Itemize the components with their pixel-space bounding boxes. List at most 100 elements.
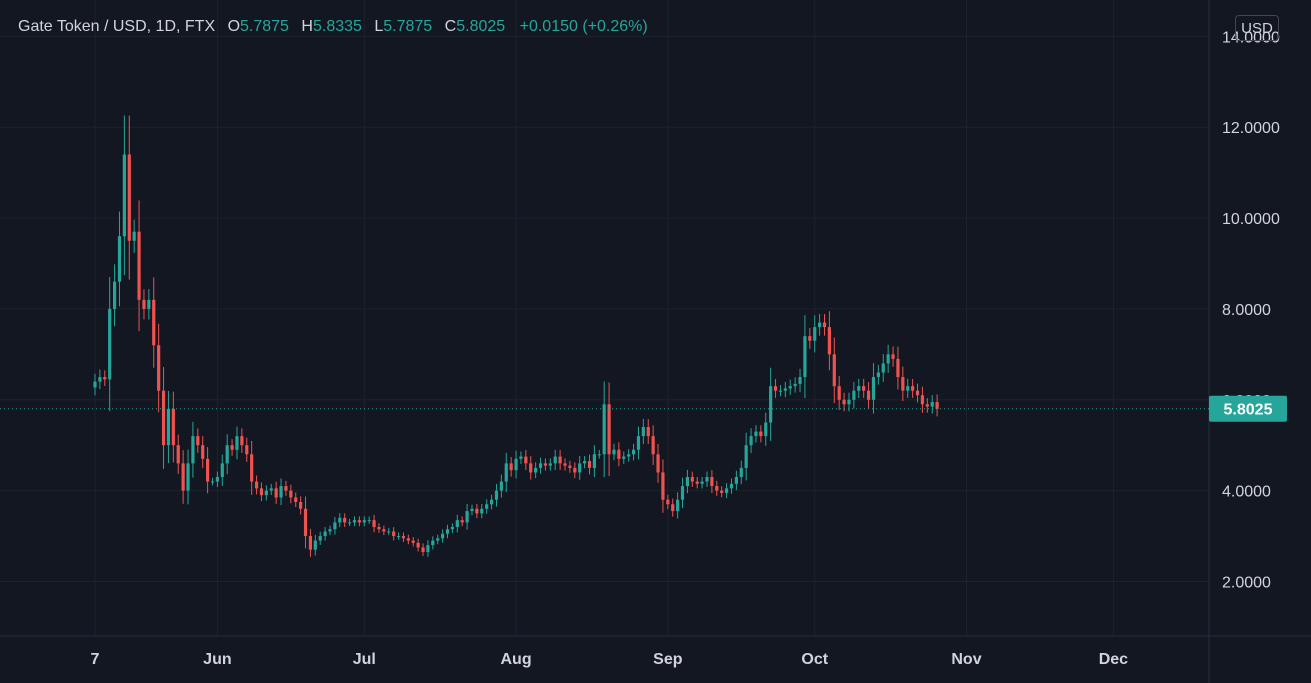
candle-body xyxy=(524,456,528,464)
candle-down xyxy=(392,527,396,541)
candle-up xyxy=(881,354,885,382)
candle-up xyxy=(852,381,856,409)
candle-body xyxy=(832,354,836,387)
candle-down xyxy=(710,470,714,493)
candle-body xyxy=(333,522,337,530)
candle-up xyxy=(769,367,773,441)
candle-up xyxy=(313,534,317,556)
candle-up xyxy=(813,315,817,353)
candle-body xyxy=(920,395,925,405)
candle-body xyxy=(450,526,455,530)
x-tick-label: Dec xyxy=(1099,651,1128,668)
candle-body xyxy=(509,463,513,471)
candle-body xyxy=(911,386,915,391)
y-tick-label: 10.0000 xyxy=(1222,211,1280,228)
candle-body xyxy=(592,454,596,468)
candle-body xyxy=(279,486,283,498)
candle-down xyxy=(274,481,278,505)
candle-up xyxy=(220,454,224,486)
candle-body xyxy=(445,529,450,534)
candle-body xyxy=(367,520,371,522)
candle-down xyxy=(230,439,234,456)
candle-body xyxy=(827,327,831,355)
candles xyxy=(93,115,939,557)
candle-body xyxy=(259,488,264,496)
candle-up xyxy=(906,378,910,398)
candle-up xyxy=(764,412,768,446)
candle-body xyxy=(284,486,288,491)
candle-up xyxy=(783,381,787,398)
candle-up xyxy=(166,390,171,464)
candle-up xyxy=(210,477,215,486)
candle-body xyxy=(871,377,876,400)
currency-button[interactable]: USD xyxy=(1235,15,1279,41)
candle-body xyxy=(235,436,239,450)
candle-body xyxy=(803,336,807,378)
high-value: 5.8335 xyxy=(312,18,362,35)
candle-up xyxy=(754,425,758,443)
candle-body xyxy=(578,463,582,473)
candle-down xyxy=(925,398,929,413)
candle-down xyxy=(284,480,288,496)
candle-body xyxy=(426,545,430,552)
candle-down xyxy=(573,462,577,479)
candle-body xyxy=(352,520,357,523)
candle-body xyxy=(661,472,665,500)
candle-body xyxy=(499,481,503,491)
candle-up xyxy=(519,451,523,464)
candle-body xyxy=(357,520,361,523)
candle-up xyxy=(465,503,469,530)
candle-body xyxy=(695,481,699,484)
candle-down xyxy=(254,475,259,495)
candle-up xyxy=(548,458,552,471)
candle-body xyxy=(925,404,929,407)
candle-up xyxy=(705,471,709,488)
candle-body xyxy=(181,463,185,491)
candle-up xyxy=(445,524,450,539)
y-tick-label: 12.0000 xyxy=(1222,120,1280,137)
candle-down xyxy=(475,504,479,519)
candle-down xyxy=(656,443,660,483)
candle-up xyxy=(627,449,631,462)
candle-down xyxy=(289,484,293,504)
candle-body xyxy=(597,454,601,456)
candle-body xyxy=(651,436,655,455)
y-tick-label: 8.0000 xyxy=(1222,302,1271,319)
candle-up xyxy=(387,527,391,536)
close-value: 5.8025 xyxy=(456,18,506,35)
candle-up xyxy=(734,470,738,491)
candle-up xyxy=(504,452,508,493)
candle-down xyxy=(671,498,675,517)
candle-up xyxy=(431,536,435,550)
candle-down xyxy=(690,471,694,487)
candle-body xyxy=(543,463,548,466)
candle-up xyxy=(480,503,484,519)
candle-body xyxy=(573,467,577,473)
candle-body xyxy=(876,372,880,378)
candle-body xyxy=(396,536,401,538)
candle-body xyxy=(646,427,650,437)
candle-up xyxy=(857,378,861,398)
candle-body xyxy=(759,431,763,437)
candle-up xyxy=(347,518,352,527)
candle-up xyxy=(592,445,596,478)
candle-down xyxy=(715,480,719,496)
candle-down xyxy=(259,482,264,502)
candle-up xyxy=(597,449,601,459)
candle-down xyxy=(842,392,846,412)
candle-down xyxy=(827,311,831,371)
candle-up xyxy=(338,513,342,528)
candle-down xyxy=(773,378,778,398)
candle-up xyxy=(235,426,239,460)
candle-body xyxy=(690,477,694,482)
candle-up xyxy=(729,478,734,494)
x-tick-label: Jul xyxy=(353,651,376,668)
candle-body xyxy=(881,363,885,373)
candle-body xyxy=(465,511,469,523)
candle-down xyxy=(137,200,141,332)
candle-up xyxy=(685,469,690,494)
candle-body xyxy=(548,463,552,466)
